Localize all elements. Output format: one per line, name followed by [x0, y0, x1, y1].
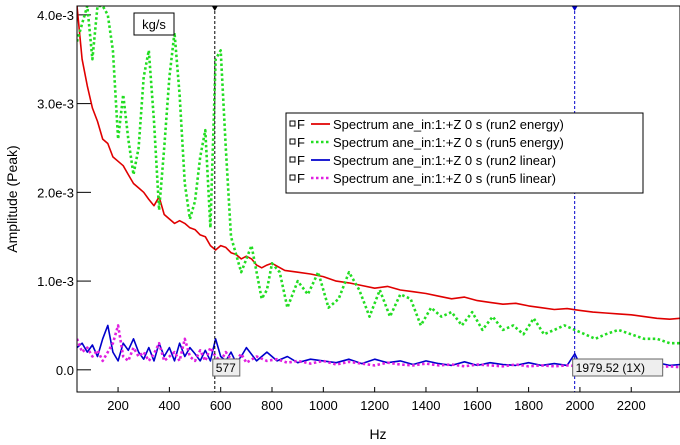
- x-tick-label: 200: [107, 398, 129, 413]
- legend-entry: Spectrum ane_in:1:+Z 0 s (run2 linear): [333, 153, 556, 168]
- legend: F Spectrum ane_in:1:+Z 0 s (run2 energy) F…: [285, 112, 644, 194]
- legend-prefix: F: [297, 153, 305, 168]
- y-tick-label: 0.0: [56, 363, 74, 378]
- plot-frame: [76, 5, 680, 393]
- legend-entry: Spectrum ane_in:1:+Z 0 s (run2 energy): [333, 117, 564, 132]
- legend-checkbox[interactable]: [289, 138, 296, 145]
- cursor-tag-2: [572, 358, 664, 377]
- unit-box: kg/s: [133, 12, 175, 36]
- x-tick-label: 800: [261, 398, 283, 413]
- legend-checkbox[interactable]: [289, 174, 296, 181]
- series-line-3: [77, 324, 680, 367]
- y-tick-label: 3.0e-3: [37, 97, 74, 112]
- legend-prefix: F: [297, 117, 305, 132]
- legend-box: [285, 112, 644, 194]
- series-line-2: [77, 6, 680, 345]
- x-tick-label: 2200: [617, 398, 646, 413]
- x-tick-label: 1800: [514, 398, 543, 413]
- legend-entry: Spectrum ane_in:1:+Z 0 s (run5 linear): [333, 171, 556, 186]
- cursor-tag-label: 1979.52 (1X): [576, 361, 645, 375]
- y-axis-title: Amplitude (Peak): [4, 145, 20, 252]
- tick-marks: [77, 14, 632, 392]
- unit-label: kg/s: [142, 17, 166, 32]
- x-tick-label: 2000: [565, 398, 594, 413]
- x-tick-label: 1600: [463, 398, 492, 413]
- y-tick-label: 2.0e-3: [37, 185, 74, 200]
- legend-prefix: F: [297, 171, 305, 186]
- y-tick-label: 4.0e-3: [37, 8, 74, 23]
- series-line-4: [77, 324, 680, 369]
- x-tick-label: 600: [210, 398, 232, 413]
- axis-labels: 200 400 600 800 1000 1200 1400 1600 1800 2000 2200…: [37, 8, 646, 413]
- y-tick-label: 1.0e-3: [37, 274, 74, 289]
- legend-checkbox[interactable]: [289, 156, 296, 163]
- cursor-marker-1[interactable]: [211, 6, 218, 11]
- x-axis-title: Hz: [369, 426, 386, 442]
- x-tick-label: 1400: [412, 398, 441, 413]
- legend-prefix: F: [297, 135, 305, 150]
- cursor-marker-2[interactable]: [571, 6, 578, 11]
- cursor-tag-1: [212, 358, 241, 377]
- cursor-tag-label: 577: [216, 361, 236, 375]
- x-tick-label: 1200: [360, 398, 389, 413]
- series-layer: [77, 6, 680, 369]
- series-line-1: [77, 6, 680, 321]
- x-tick-label: 400: [159, 398, 181, 413]
- cursor-layer: 577 1979.52 (1X): [211, 6, 664, 392]
- x-tick-label: 1000: [309, 398, 338, 413]
- legend-entry: Spectrum ane_in:1:+Z 0 s (run5 energy): [333, 135, 564, 150]
- legend-checkbox[interactable]: [289, 120, 296, 127]
